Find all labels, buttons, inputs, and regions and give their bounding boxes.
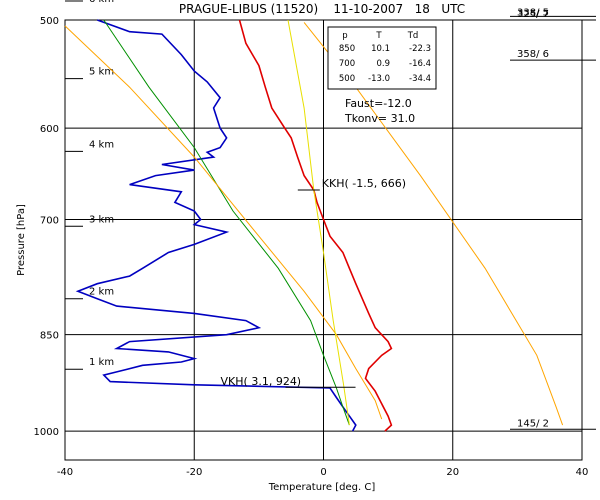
temperature-line — [238, 19, 393, 432]
pressure-tick-label: 500 — [40, 16, 59, 27]
reference-line — [287, 19, 350, 426]
temperature-tick-label: 0 — [320, 467, 326, 478]
temperature-tick-label: -40 — [57, 467, 73, 478]
grid-layer: 500 600 700 850 1000 -40 -20 0 20 40 — [34, 16, 589, 478]
reference-line — [64, 25, 383, 420]
height-label: 6 km — [89, 0, 114, 5]
table-frame — [327, 26, 437, 90]
pressure-tick-label: 600 — [40, 124, 59, 135]
sounding-table: p T Td 850 10.1 -22.3 700 0.9 -16.4 500 … — [327, 26, 437, 90]
annotation-layer: KKH( -1.5, 666) VKH( 3.1, 924) — [221, 177, 407, 388]
annotation-label: VKH( 3.1, 924) — [221, 375, 302, 388]
table-cell-t: 10.1 — [371, 44, 390, 54]
reference-line — [103, 19, 350, 426]
wind-label: 145/ 2 — [517, 418, 549, 429]
table-cell-t: -13.0 — [368, 74, 390, 84]
height-label: 2 km — [89, 287, 114, 298]
pressure-tick-label: 700 — [40, 216, 59, 227]
pressure-tick-label: 850 — [40, 331, 59, 342]
tkonv-index: Tkonv= 31.0 — [344, 112, 415, 125]
table-cell-p: 850 — [339, 44, 355, 54]
wind-label: 358/ 6 — [517, 49, 549, 60]
table-cell-td: -22.3 — [409, 44, 431, 54]
annotation-label: KKH( -1.5, 666) — [322, 177, 406, 190]
temperature-tick-label: 20 — [446, 467, 459, 478]
table-cell-p: 500 — [339, 74, 355, 84]
height-label: 3 km — [89, 214, 114, 225]
wind-label: 325/ 7 — [517, 9, 549, 20]
table-cell-td: -34.4 — [409, 74, 431, 84]
temperature-tick-label: 40 — [576, 467, 589, 478]
temperature-tick-label: -20 — [186, 467, 202, 478]
height-label: 4 km — [89, 139, 114, 150]
height-label: 1 km — [89, 357, 114, 368]
table-cell-td: -16.4 — [409, 59, 431, 69]
table-cell-t: 0.9 — [376, 59, 390, 69]
dewpoint-line — [75, 19, 357, 432]
faust-index: Faust=-12.0 — [345, 97, 412, 110]
table-header-td: Td — [407, 31, 419, 41]
height-label: 5 km — [89, 67, 114, 78]
chart-title: PRAGUE-LIBUS (11520) 11-10-2007 18 UTC — [179, 2, 465, 16]
x-axis-label: Temperature [deg. C] — [268, 482, 376, 493]
table-header-p: p — [342, 31, 347, 41]
pressure-tick-label: 1000 — [34, 427, 59, 438]
table-cell-p: 700 — [339, 59, 355, 69]
y-axis-label: Pressure [hPa] — [16, 204, 27, 276]
height-labels: 5 km 4 km 3 km 2 km 1 km 6 km — [65, 0, 114, 370]
table-header-t: T — [375, 31, 382, 41]
wind-label: 338/ 5 — [517, 7, 549, 18]
series-layer — [64, 19, 564, 432]
